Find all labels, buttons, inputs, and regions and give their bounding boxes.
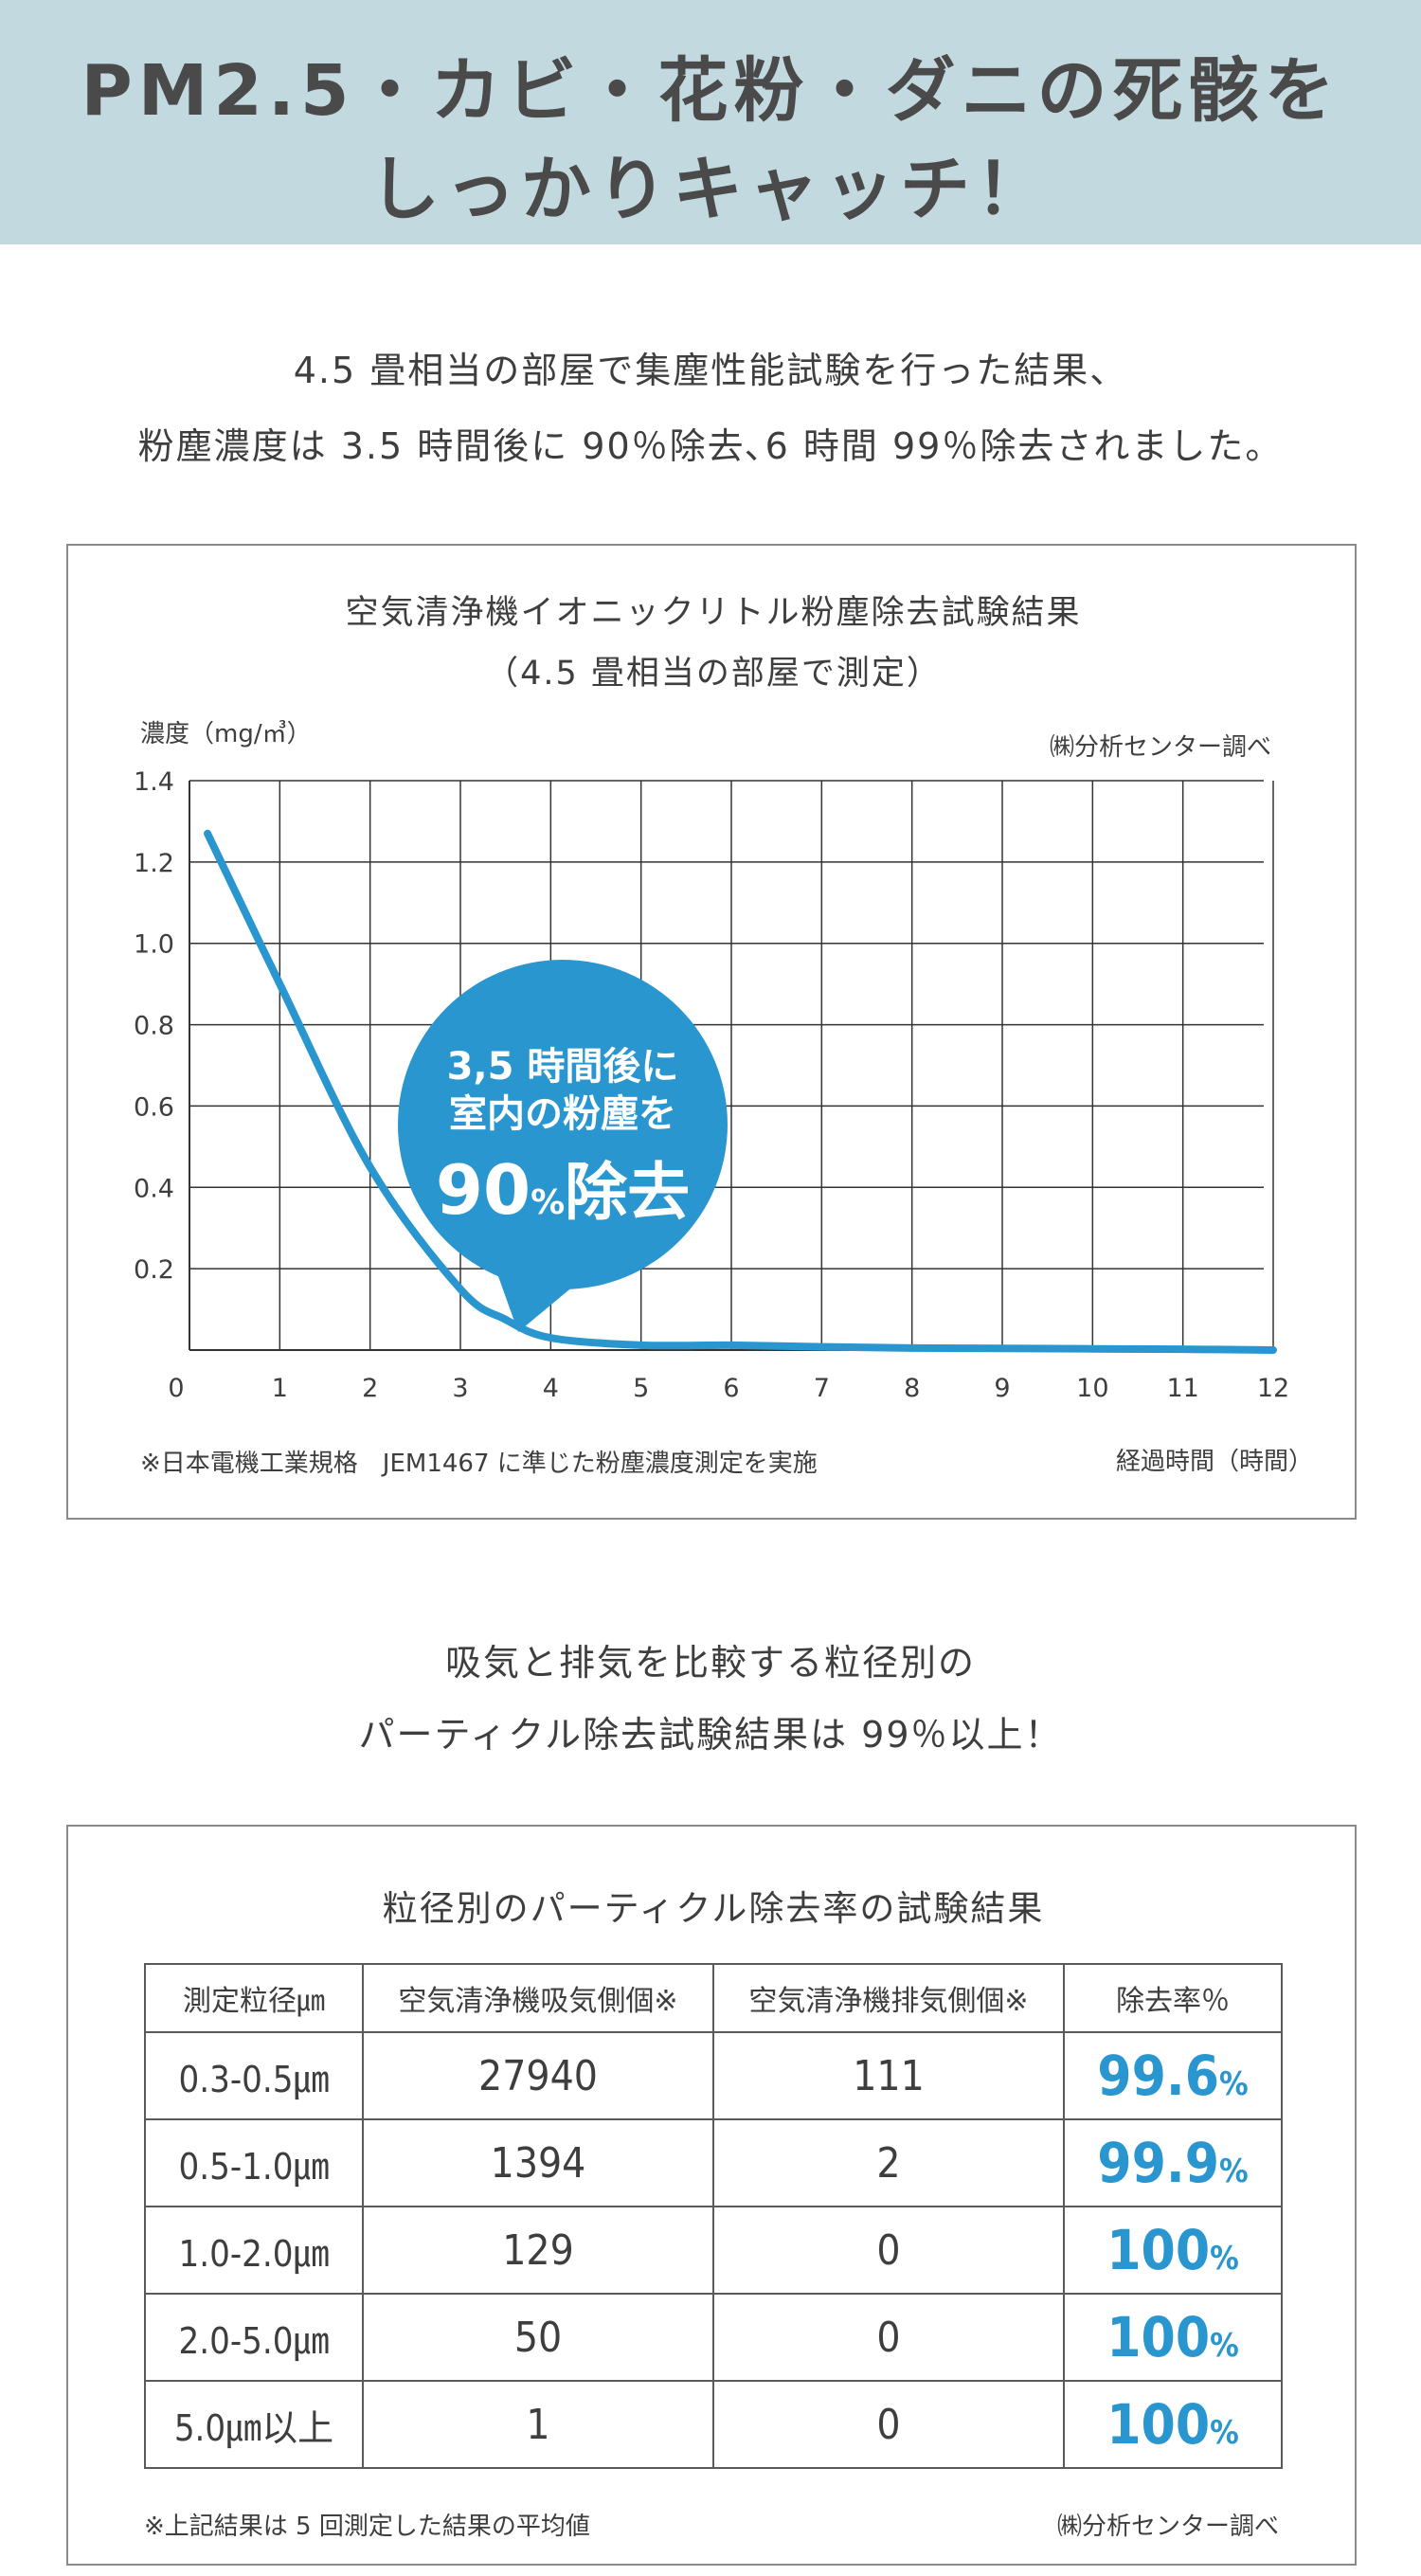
cell-exhaust: 111: [712, 2031, 1065, 2120]
rate-value: 100: [1106, 2392, 1211, 2457]
cell-intake: 50: [362, 2293, 714, 2382]
chart-subtitle: （4.5 畳相当の部屋で測定）: [485, 655, 942, 693]
table-header-row: 測定粒径㎛ 空気清浄機吸気側個※ 空気清浄機排気側個※ 除去率％: [144, 1963, 1283, 2033]
cell-size: 0.5-1.0㎛: [144, 2118, 364, 2207]
cell-size: 0.3-0.5㎛: [144, 2031, 364, 2120]
x-tick-label: 6: [723, 1374, 739, 1403]
cell-exhaust: 0: [712, 2206, 1065, 2295]
x-tick-label: 12: [1257, 1374, 1289, 1403]
table-row: 1.0-2.0㎛ 129 0 100%: [144, 2206, 1283, 2295]
particle-removal-table-panel: 粒径別のパーティクル除去率の試験結果 測定粒径㎛ 空気清浄機吸気側個※ 空気清浄…: [66, 1825, 1357, 2566]
intro2-text-line1: 吸気と排気を比較する粒径別の: [444, 1642, 976, 1684]
rate-value: 99.9: [1097, 2131, 1220, 2195]
header-banner: PM2.5・カビ・花粉・ダニの死骸を しっかりキャッチ！: [0, 0, 1421, 244]
intro2-text-line2: パーティクル除去試験結果は 99％以上！: [358, 1714, 1063, 1756]
x-tick-label: 1: [272, 1374, 288, 1403]
x-tick-label: 0: [168, 1374, 184, 1403]
x-tick-label: 8: [904, 1374, 920, 1403]
callout-value: 90: [436, 1150, 531, 1230]
rate-value: 100: [1106, 2218, 1211, 2282]
cell-size: 5.0㎛以上: [144, 2380, 364, 2469]
y-tick-label: 1.4: [134, 767, 174, 797]
x-axis-label: 経過時間（時間）: [1115, 1448, 1313, 1476]
rate-percent: %: [1219, 2065, 1249, 2103]
rate-value: 99.6: [1097, 2044, 1220, 2108]
x-tick-label: 9: [994, 1374, 1010, 1403]
rate-percent: %: [1219, 2153, 1249, 2190]
rate-value: 100: [1106, 2305, 1211, 2369]
rate-percent: %: [1210, 2327, 1239, 2365]
table-row: 0.3-0.5㎛ 27940 111 99.6%: [144, 2031, 1283, 2120]
chart-source: ㈱分析センター調べ: [1049, 733, 1271, 762]
table-row: 0.5-1.0㎛ 1394 2 99.9%: [144, 2118, 1283, 2207]
intro-text-line1: 4.5 畳相当の部屋で集塵性能試験を行った結果、: [293, 350, 1128, 391]
x-tick-label: 11: [1166, 1374, 1198, 1403]
rate-percent: %: [1210, 2414, 1239, 2452]
callout-percent: %: [531, 1183, 565, 1222]
series-line: [204, 829, 1277, 1354]
cell-exhaust: 2: [712, 2118, 1065, 2207]
x-tick-label: 7: [814, 1374, 830, 1403]
y-axis-label: 濃度（mg/㎥）: [140, 720, 312, 748]
cell-intake: 129: [362, 2206, 714, 2295]
table-row: 5.0㎛以上 1 0 100%: [144, 2380, 1283, 2469]
callout-line1: 3,5 時間後に: [447, 1045, 679, 1089]
banner-title-line1: PM2.5・カビ・花粉・ダニの死骸を: [81, 50, 1340, 132]
y-tick-label: 1.2: [134, 849, 174, 878]
banner-title-line2: しっかりキャッチ！: [369, 149, 1052, 230]
chart-footnote: ※日本電機工業規格 JEM1467 に準じた粉塵濃度測定を実施: [140, 1450, 818, 1478]
cell-intake: 1: [362, 2380, 714, 2469]
y-tick-label: 1.0: [134, 930, 174, 960]
callout-bubble-circle: [398, 960, 728, 1289]
cell-intake: 1394: [362, 2118, 714, 2207]
cell-size: 1.0-2.0㎛: [144, 2206, 364, 2295]
x-tick-label: 5: [633, 1374, 649, 1403]
callout-line2: 室内の粉塵を: [449, 1092, 676, 1136]
y-tick-label: 0.6: [134, 1092, 174, 1122]
cell-rate: 99.6%: [1063, 2031, 1283, 2120]
line-chart: 0 1 2 3 4 5 6 7 8 9 10 11 120.20.40.60.81.01.21.4 3,…: [134, 767, 1289, 1403]
rate-percent: %: [1210, 2240, 1239, 2278]
header-exhaust-count: 空気清浄機排気側個※: [712, 1963, 1065, 2033]
table-source: ㈱分析センター調べ: [1056, 2513, 1279, 2541]
table-title: 粒径別のパーティクル除去率の試験結果: [382, 1888, 1045, 1929]
x-tick-label: 10: [1076, 1374, 1108, 1403]
cell-size: 2.0-5.0㎛: [144, 2293, 364, 2382]
header-removal-rate: 除去率％: [1063, 1963, 1283, 2033]
dust-removal-chart-panel: 空気清浄機イオニックリトル粉塵除去試験結果 （4.5 畳相当の部屋で測定） 濃度…: [66, 544, 1357, 1520]
particle-removal-table: 測定粒径㎛ 空気清浄機吸気側個※ 空気清浄機排気側個※ 除去率％ 0.3-0.5…: [144, 1963, 1283, 2469]
intro-text-line2: 粉塵濃度は 3.5 時間後に 90％除去､6 時間 99％除去されました。: [137, 425, 1284, 467]
cell-rate: 100%: [1063, 2206, 1283, 2295]
chart-series: [204, 829, 1277, 1354]
cell-rate: 99.9%: [1063, 2118, 1283, 2207]
y-tick-label: 0.4: [134, 1174, 174, 1203]
chart-title: 空気清浄機イオニックリトル粉塵除去試験結果: [345, 594, 1082, 632]
callout-bubble: 3,5 時間後に 室内の粉塵を 90%除去: [398, 960, 728, 1332]
cell-intake: 27940: [362, 2031, 714, 2120]
chart-grid: [189, 780, 1274, 1351]
x-tick-label: 2: [362, 1374, 378, 1403]
table-row: 2.0-5.0㎛ 50 0 100%: [144, 2293, 1283, 2382]
header-intake-count: 空気清浄機吸気側個※: [362, 1963, 714, 2033]
callout-line3: 90%除去: [436, 1150, 690, 1230]
callout-bubble-tail: [495, 1266, 580, 1332]
y-tick-label: 0.8: [134, 1012, 174, 1041]
cell-rate: 100%: [1063, 2293, 1283, 2382]
cell-exhaust: 0: [712, 2293, 1065, 2382]
x-tick-label: 4: [543, 1374, 559, 1403]
y-tick-label: 0.2: [134, 1255, 174, 1285]
x-tick-label: 3: [452, 1374, 468, 1403]
header-particle-size: 測定粒径㎛: [144, 1963, 364, 2033]
cell-rate: 100%: [1063, 2380, 1283, 2469]
cell-exhaust: 0: [712, 2380, 1065, 2469]
callout-removal: 除去: [565, 1156, 690, 1229]
chart-ticks: 0 1 2 3 4 5 6 7 8 9 10 11 120.20.40.60.81.01.21.4: [134, 767, 1289, 1403]
table-footnote: ※上記結果は 5 回測定した結果の平均値: [144, 2513, 590, 2541]
